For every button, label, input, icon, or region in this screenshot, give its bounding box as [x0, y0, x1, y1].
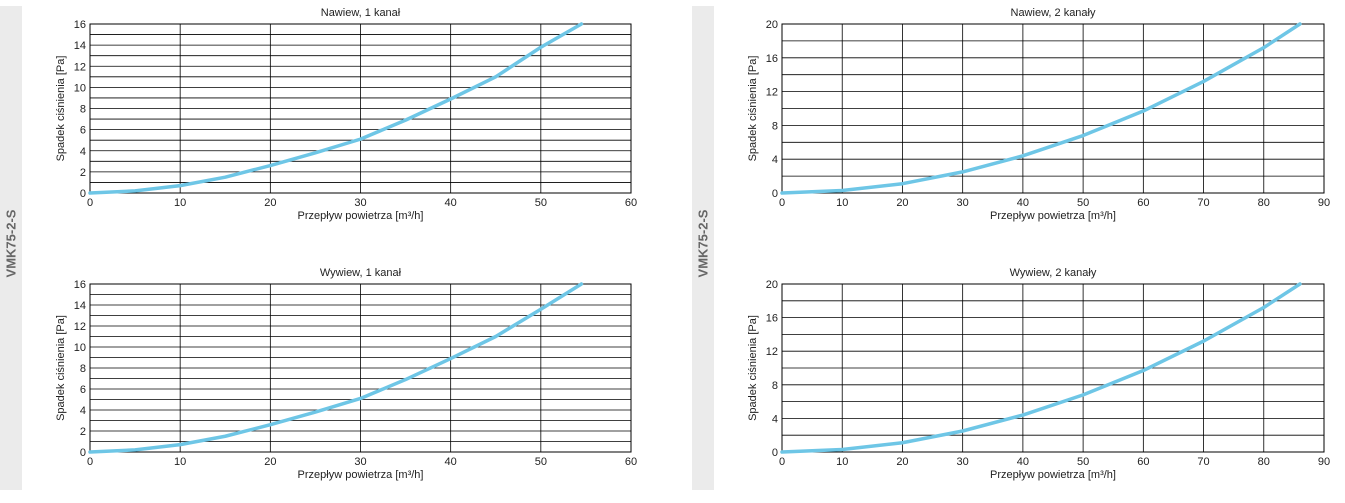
y-tick-label: 20	[766, 19, 778, 31]
pressure-curve	[780, 282, 1302, 454]
y-tick-label: 8	[772, 120, 778, 132]
plot-frame	[89, 23, 632, 194]
y-tick-label: 0	[772, 188, 778, 200]
pressure-curve	[780, 22, 1302, 195]
x-tick-label: 20	[896, 456, 908, 468]
x-tick-label: 90	[1318, 456, 1330, 468]
chart-title: Nawiew, 2 kanały	[1011, 7, 1096, 19]
plot-frame	[781, 283, 1325, 453]
x-axis-label: Przepływ powietrza [m³/h]	[990, 210, 1116, 222]
y-tick-label: 0	[80, 188, 86, 200]
x-tick-label: 10	[836, 456, 848, 468]
y-tick-label: 12	[766, 87, 778, 99]
y-tick-label: 8	[772, 380, 778, 392]
y-tick-label: 4	[772, 413, 778, 425]
y-tick-label: 0	[80, 447, 86, 459]
x-tick-label: 50	[535, 456, 547, 468]
x-tick-label: 20	[264, 197, 276, 209]
x-tick-label: 0	[779, 197, 785, 209]
x-tick-label: 30	[957, 456, 969, 468]
x-tick-label: 50	[535, 197, 547, 209]
y-tick-label: 6	[80, 125, 86, 137]
chart-title: Nawiew, 1 kanał	[321, 7, 401, 19]
x-tick-label: 60	[1137, 197, 1149, 209]
y-axis-label: Spadek ciśnienia [Pa]	[55, 315, 67, 421]
x-tick-label: 30	[354, 197, 366, 209]
y-tick-label: 6	[80, 384, 86, 396]
y-tick-label: 12	[766, 346, 778, 358]
chart-4: 0 4 8 12 16 20 0 10 20 30 40 50 60 70 80 90 Wywiew, 2 ka…	[747, 267, 1330, 481]
y-tick-label: 16	[74, 19, 86, 31]
y-tick-label: 2	[80, 167, 86, 179]
x-tick-label: 40	[1017, 197, 1029, 209]
x-axis-label: Przepływ powietrza [m³/h]	[298, 210, 424, 222]
x-tick-label: 30	[354, 456, 366, 468]
side-band-left	[0, 6, 22, 490]
x-tick-label: 60	[1137, 456, 1149, 468]
x-tick-label: 90	[1318, 197, 1330, 209]
chart-title: Wywiew, 1 kanał	[320, 267, 402, 279]
y-tick-label: 14	[74, 40, 86, 52]
y-tick-label: 16	[766, 53, 778, 65]
x-tick-label: 70	[1197, 197, 1209, 209]
y-axis-label: Spadek ciśnienia [Pa]	[747, 56, 759, 162]
chart-2: 0 4 8 12 16 20 0 10 20 30 40 50 60 70 80 90 Nawiew, 2 ka…	[747, 7, 1330, 222]
x-tick-label: 80	[1258, 197, 1270, 209]
y-tick-label: 2	[80, 426, 86, 438]
x-tick-label: 40	[445, 197, 457, 209]
y-axis-label: Spadek ciśnienia [Pa]	[55, 56, 67, 162]
x-tick-label: 40	[1017, 456, 1029, 468]
x-tick-label: 0	[87, 456, 93, 468]
plot-frame	[89, 283, 632, 453]
chart-3: 0 2 4 6 8 10 12 14 16 0 10 20 30 40 50 60 Wywiew, 1 kana…	[55, 267, 637, 481]
pressure-curve	[88, 282, 584, 454]
y-tick-label: 10	[74, 82, 86, 94]
chart-title: Wywiew, 2 kanały	[1010, 267, 1097, 279]
x-tick-label: 60	[625, 456, 637, 468]
x-tick-label: 30	[957, 197, 969, 209]
x-tick-label: 50	[1077, 197, 1089, 209]
x-tick-label: 0	[779, 456, 785, 468]
x-tick-label: 10	[174, 197, 186, 209]
y-tick-label: 8	[80, 363, 86, 375]
x-tick-label: 10	[174, 456, 186, 468]
y-tick-label: 4	[80, 405, 86, 417]
y-tick-label: 14	[74, 300, 86, 312]
y-tick-label: 12	[74, 321, 86, 333]
x-axis-label: Przepływ powietrza [m³/h]	[990, 469, 1116, 481]
x-tick-label: 40	[445, 456, 457, 468]
y-tick-label: 10	[74, 342, 86, 354]
y-tick-label: 16	[766, 313, 778, 325]
x-tick-label: 20	[896, 197, 908, 209]
x-tick-label: 70	[1197, 456, 1209, 468]
y-axis-label: Spadek ciśnienia [Pa]	[747, 315, 759, 421]
y-tick-label: 4	[80, 146, 86, 158]
y-tick-label: 12	[74, 61, 86, 73]
y-tick-label: 0	[772, 447, 778, 459]
chart-1: 0 2 4 6 8 10 12 14 16 0 10 20 30 40 50 60 Nawiew, 1 kana…	[55, 7, 637, 222]
y-tick-label: 4	[772, 154, 778, 166]
x-tick-label: 60	[625, 197, 637, 209]
x-tick-label: 20	[264, 456, 276, 468]
plot-frame	[781, 23, 1325, 194]
x-tick-label: 50	[1077, 456, 1089, 468]
x-tick-label: 0	[87, 197, 93, 209]
x-tick-label: 10	[836, 197, 848, 209]
y-tick-label: 16	[74, 279, 86, 291]
x-tick-label: 80	[1258, 456, 1270, 468]
side-band-right	[692, 6, 714, 490]
pressure-curve	[88, 22, 584, 195]
x-axis-label: Przepływ powietrza [m³/h]	[298, 469, 424, 481]
y-tick-label: 20	[766, 279, 778, 291]
y-tick-label: 8	[80, 104, 86, 116]
